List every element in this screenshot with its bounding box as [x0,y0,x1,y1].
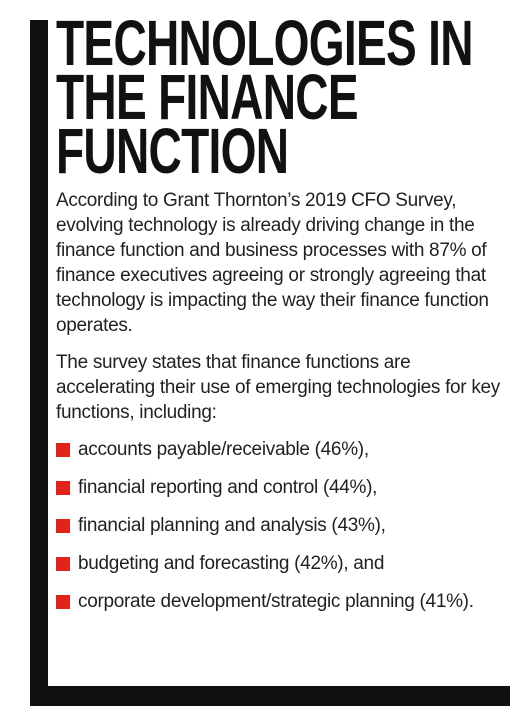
bullet-text: budgeting and forecasting (42%), and [78,553,385,574]
bullet-square [56,519,70,533]
paragraph: The survey states that finance functions… [56,352,500,423]
bullet-item: corporate development/strategic planning… [56,589,508,614]
bullet-text: financial reporting and control (44%), [78,477,378,498]
bottom-border [30,686,510,706]
title-line: FUNCTION [56,115,289,187]
bullet-item: budgeting and forecasting (42%), and [56,551,508,576]
bullet-item: accounts payable/receivable (46%), [56,437,508,462]
bullet-square [56,595,70,609]
bullet-square [56,443,70,457]
bullet-text: financial planning and analysis (43%), [78,515,386,536]
bullet-text: accounts payable/receivable (46%), [78,439,369,460]
bullet-list: accounts payable/receivable (46%), financ… [56,437,508,614]
title-line: THE FINANCE [56,61,359,133]
bullet-text: corporate development/strategic planning… [78,591,474,612]
title: TECHNOLOGIES IN THE FINANCE FUNCTION [56,7,508,187]
bullet-square [56,481,70,495]
sidebar-content: TECHNOLOGIES IN THE FINANCE FUNCTION Acc… [56,7,508,627]
bullet-item: financial reporting and control (44%), [56,475,508,500]
left-border [30,20,48,706]
paragraph: According to Grant Thornton’s 2019 CFO S… [56,190,489,336]
bullet-item: financial planning and analysis (43%), [56,513,508,538]
bullet-square [56,557,70,571]
title-line: TECHNOLOGIES IN [56,7,473,79]
